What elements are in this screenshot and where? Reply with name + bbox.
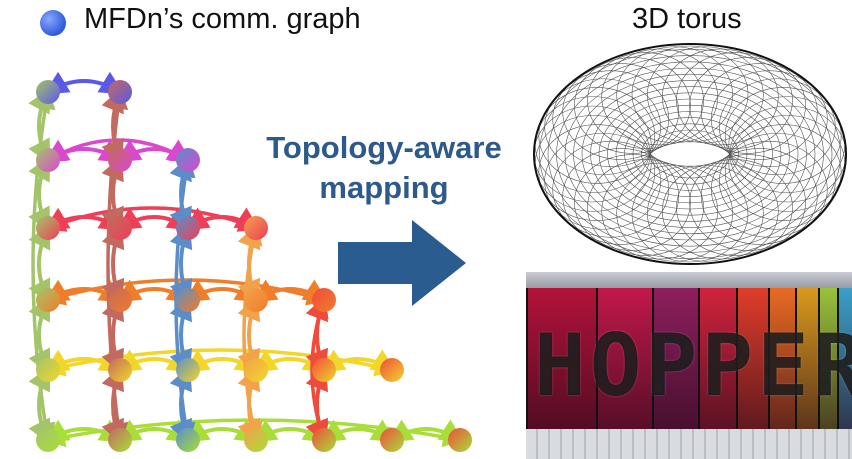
graph-edge bbox=[31, 87, 56, 445]
mapping-label-line1: Topology-aware bbox=[266, 130, 502, 165]
torus-ring bbox=[676, 52, 793, 149]
torus-ring bbox=[590, 86, 790, 222]
torus-ring bbox=[649, 129, 731, 179]
torus-ring bbox=[689, 154, 806, 251]
graph-node bbox=[176, 358, 200, 382]
torus-title: 3D torus bbox=[632, 3, 742, 35]
torus-ring bbox=[641, 123, 739, 185]
server-cabinet bbox=[768, 288, 799, 431]
server-cabinet bbox=[795, 288, 822, 431]
graph-node bbox=[108, 80, 132, 104]
torus-ring bbox=[574, 57, 691, 154]
server-cabinet bbox=[652, 288, 702, 431]
hopper-supercomputer-photo: HOPPER bbox=[526, 272, 852, 459]
graph-node bbox=[448, 428, 472, 452]
graph-node bbox=[108, 148, 132, 172]
mapping-arrow-icon bbox=[338, 220, 466, 306]
graph-node bbox=[176, 288, 200, 312]
torus-ring bbox=[547, 55, 833, 253]
graph-node bbox=[108, 216, 132, 240]
torus-ring bbox=[533, 105, 651, 203]
torus-ring bbox=[538, 87, 656, 184]
torus-ring bbox=[581, 80, 799, 228]
graph-node bbox=[312, 288, 336, 312]
graph-node bbox=[36, 428, 60, 452]
hopper-logo-text: HOPPER bbox=[534, 316, 852, 416]
graph-edge bbox=[106, 87, 129, 445]
graph-node bbox=[36, 80, 60, 104]
graph-edge bbox=[44, 206, 260, 232]
graph-node bbox=[244, 358, 268, 382]
graph-node bbox=[244, 288, 268, 312]
torus-ring bbox=[562, 63, 680, 160]
graph-title: MFDn’s comm. graph bbox=[84, 3, 361, 35]
graph-node bbox=[36, 148, 60, 172]
photo-floor bbox=[526, 429, 852, 459]
torus-ring bbox=[631, 165, 749, 263]
graph-node bbox=[244, 216, 268, 240]
torus-ring bbox=[724, 124, 842, 221]
torus-ring bbox=[719, 132, 836, 230]
graph-edge bbox=[43, 348, 397, 377]
graph-node bbox=[176, 148, 200, 172]
torus-ring bbox=[616, 164, 733, 262]
torus-wireframe-image bbox=[533, 43, 847, 265]
mapping-label: Topology-aware mapping bbox=[236, 128, 532, 208]
torus-ring bbox=[539, 49, 841, 259]
graph-node bbox=[176, 428, 200, 452]
torus-ring bbox=[574, 154, 691, 251]
torus-ring bbox=[564, 67, 816, 241]
mapping-label-line2: mapping bbox=[319, 170, 449, 205]
torus-ring bbox=[631, 45, 749, 143]
torus-ring bbox=[556, 61, 824, 247]
torus-ring bbox=[615, 104, 765, 204]
graph-node bbox=[36, 288, 60, 312]
graph-node bbox=[108, 428, 132, 452]
server-cabinet bbox=[837, 288, 852, 431]
torus-ring bbox=[700, 63, 818, 160]
graph-node bbox=[380, 358, 404, 382]
torus-ring bbox=[647, 46, 764, 144]
torus-ring bbox=[607, 98, 773, 210]
torus-ring bbox=[587, 52, 704, 149]
torus-ring bbox=[544, 78, 661, 176]
torus-ring bbox=[616, 46, 733, 144]
torus-ring bbox=[719, 78, 836, 176]
torus-ring bbox=[710, 70, 828, 168]
graph-node bbox=[108, 358, 132, 382]
torus-ring bbox=[632, 117, 748, 191]
graph-edge bbox=[242, 223, 263, 445]
graph-node bbox=[108, 288, 132, 312]
legend-node-icon bbox=[40, 10, 66, 36]
torus-ring bbox=[562, 148, 680, 245]
torus-ring bbox=[724, 87, 842, 184]
graph-node bbox=[36, 358, 60, 382]
graph-node bbox=[176, 216, 200, 240]
torus-ring bbox=[689, 57, 806, 154]
torus-ring bbox=[544, 132, 661, 230]
graph-node bbox=[244, 428, 268, 452]
torus-ring bbox=[573, 73, 807, 235]
graph-node bbox=[312, 428, 336, 452]
photo-ceiling bbox=[526, 272, 852, 292]
graph-node bbox=[36, 216, 60, 240]
torus-ring bbox=[729, 105, 847, 203]
torus-ring bbox=[538, 124, 656, 221]
torus-ring bbox=[700, 148, 818, 245]
torus-ring bbox=[624, 111, 756, 197]
graph-node bbox=[380, 428, 404, 452]
torus-ring bbox=[598, 92, 782, 216]
torus-ring bbox=[647, 164, 764, 262]
communication-graph bbox=[28, 71, 472, 452]
graph-node bbox=[312, 358, 336, 382]
